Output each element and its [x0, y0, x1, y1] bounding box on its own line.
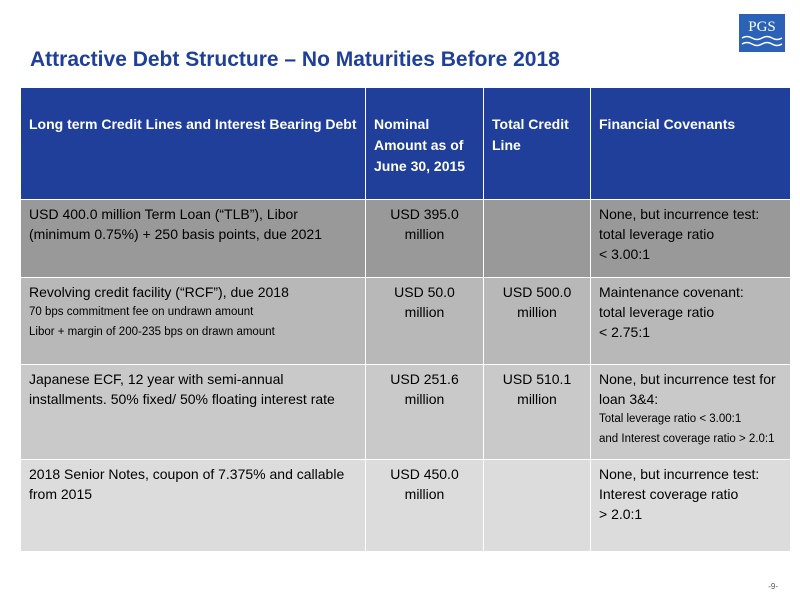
slide-title: Attractive Debt Structure – No Maturitie…	[30, 48, 560, 71]
table-cell	[483, 199, 591, 278]
table-cell: USD 50.0 million	[365, 277, 484, 365]
cell-text: < 2.75:1	[599, 324, 650, 340]
table-cell: 2018 Senior Notes, coupon of 7.375% and …	[20, 459, 366, 552]
cell-text: Revolving credit facility (“RCF”), due 2…	[29, 284, 289, 300]
cell-text: 70 bps commitment fee on undrawn amount	[29, 306, 254, 318]
table-row: Revolving credit facility (“RCF”), due 2…	[20, 277, 791, 365]
cell-text: total leverage ratio	[599, 304, 715, 320]
cell-text: USD 500.0 million	[502, 284, 572, 320]
cell-text: Japanese ECF, 12 year with semi-annual i…	[29, 371, 335, 407]
cell-text: total leverage ratio	[599, 226, 715, 242]
table-row: 2018 Senior Notes, coupon of 7.375% and …	[20, 459, 791, 552]
cell-text: Total leverage ratio < 3.00:1	[599, 413, 742, 425]
cell-text: Maintenance covenant:	[599, 284, 744, 300]
cell-text: USD 450.0 million	[390, 466, 459, 502]
cell-text: Interest coverage ratio	[599, 486, 739, 502]
cell-text: USD 251.6 million	[390, 371, 459, 407]
table-cell: None, but incurrence test for loan 3&4: T…	[590, 364, 791, 460]
cell-text: and Interest coverage ratio > 2.0:1	[599, 433, 775, 445]
table-cell: Japanese ECF, 12 year with semi-annual i…	[20, 364, 366, 460]
cell-text: None, but incurrence test for loan 3&4:	[599, 371, 776, 407]
page-number: -9-	[768, 582, 778, 591]
logo-text: PGS	[748, 19, 776, 35]
table-cell: USD 500.0 million	[483, 277, 591, 365]
table-cell: None, but incurrence test: total leverage…	[590, 199, 791, 278]
cell-text: 2018 Senior Notes, coupon of 7.375% and …	[29, 466, 345, 502]
table-cell: USD 450.0 million	[365, 459, 484, 552]
column-header: Total Credit Line	[483, 87, 591, 200]
table-cell: USD 395.0 million	[365, 199, 484, 278]
cell-text: None, but incurrence test:	[599, 206, 760, 222]
cell-text: > 2.0:1	[599, 506, 643, 522]
cell-text: USD 50.0 million	[394, 284, 455, 320]
cell-text: Libor + margin of 200-235 bps on drawn a…	[29, 326, 275, 338]
cell-text: USD 400.0 million Term Loan (“TLB”), Lib…	[29, 206, 322, 242]
table-cell: USD 510.1 million	[483, 364, 591, 460]
logo: PGS	[739, 14, 785, 52]
table-cell: Maintenance covenant: total leverage rati…	[590, 277, 791, 365]
table-cell: None, but incurrence test: Interest cover…	[590, 459, 791, 552]
column-header: Long term Credit Lines and Interest Bear…	[20, 87, 366, 200]
debt-table: Long term Credit Lines and Interest Bear…	[20, 87, 791, 552]
table-cell	[483, 459, 591, 552]
cell-text: USD 510.1 million	[502, 371, 572, 407]
cell-text: None, but incurrence test:	[599, 466, 760, 482]
table-row: Japanese ECF, 12 year with semi-annual i…	[20, 364, 791, 460]
column-header: Financial Covenants	[590, 87, 791, 200]
column-header: Nominal Amount as of June 30, 2015	[365, 87, 484, 200]
table-cell: Revolving credit facility (“RCF”), due 2…	[20, 277, 366, 365]
cell-text: < 3.00:1	[599, 246, 650, 262]
table-cell: USD 251.6 million	[365, 364, 484, 460]
table-cell: USD 400.0 million Term Loan (“TLB”), Lib…	[20, 199, 366, 278]
table-row: USD 400.0 million Term Loan (“TLB”), Lib…	[20, 199, 791, 278]
cell-text: USD 395.0 million	[390, 206, 459, 242]
